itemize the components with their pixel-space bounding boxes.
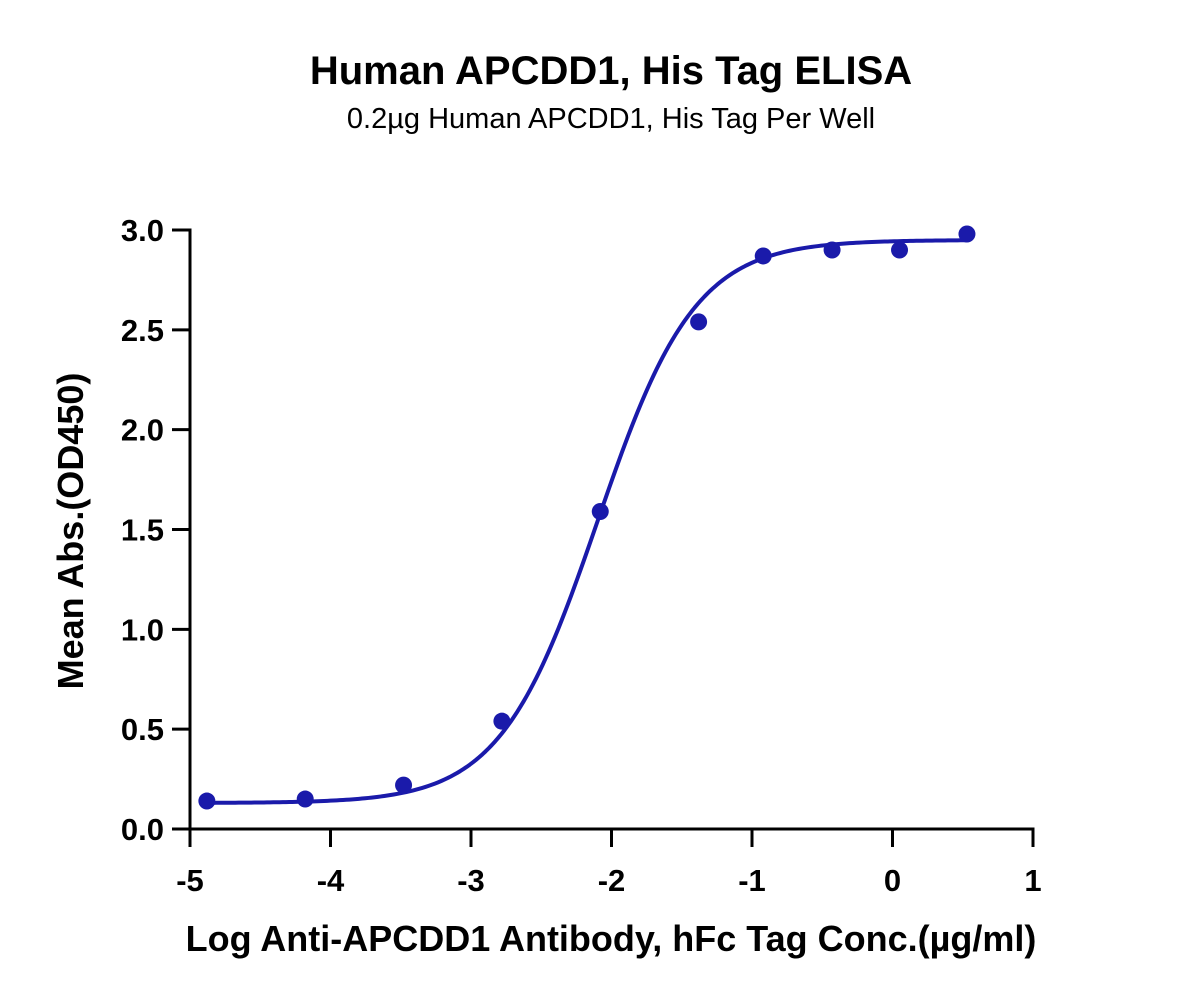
data-point [591, 503, 609, 521]
x-tick-label: 1 [1024, 863, 1041, 898]
chart-title: Human APCDD1, His Tag ELISA [310, 49, 912, 93]
y-tick-label: 1.0 [121, 612, 164, 647]
y-tick-label: 0.0 [121, 812, 164, 847]
y-tick-label: 0.5 [121, 712, 164, 747]
data-point [754, 247, 772, 265]
y-tick-label: 3.0 [121, 213, 164, 248]
fit-curve-layer [206, 238, 967, 805]
x-tick-label: -3 [457, 863, 485, 898]
x-tick-label: -4 [317, 863, 345, 898]
data-point [493, 712, 511, 730]
x-ticks: -5 -4 -3 -2 -1 0 1 [176, 829, 1042, 898]
chart-subtitle: 0.2µg Human APCDD1, His Tag Per Well [347, 103, 875, 135]
y-axis-title: Mean Abs.(OD450) [50, 373, 91, 690]
data-point [296, 790, 314, 808]
y-tick-label: 1.5 [121, 513, 164, 548]
data-point [690, 313, 708, 331]
y-tick-label: 2.5 [121, 313, 164, 348]
data-point [958, 225, 976, 243]
x-tick-label: -1 [738, 863, 766, 898]
data-point [198, 792, 216, 810]
x-tick-label: -5 [176, 863, 204, 898]
x-axis-title: Log Anti-APCDD1 Antibody, hFc Tag Conc.(… [186, 918, 1037, 959]
data-point [823, 241, 841, 259]
x-tick-label: 0 [884, 863, 901, 898]
data-point [395, 776, 413, 794]
y-ticks: 0.0 0.5 1.0 1.5 2.0 2.5 3.0 [121, 213, 190, 847]
axes [188, 228, 1035, 831]
x-tick-label: -2 [598, 863, 626, 898]
data-point [891, 241, 909, 259]
fit-curve [206, 238, 967, 805]
data-points [198, 225, 976, 810]
y-tick-label: 2.0 [121, 413, 164, 448]
